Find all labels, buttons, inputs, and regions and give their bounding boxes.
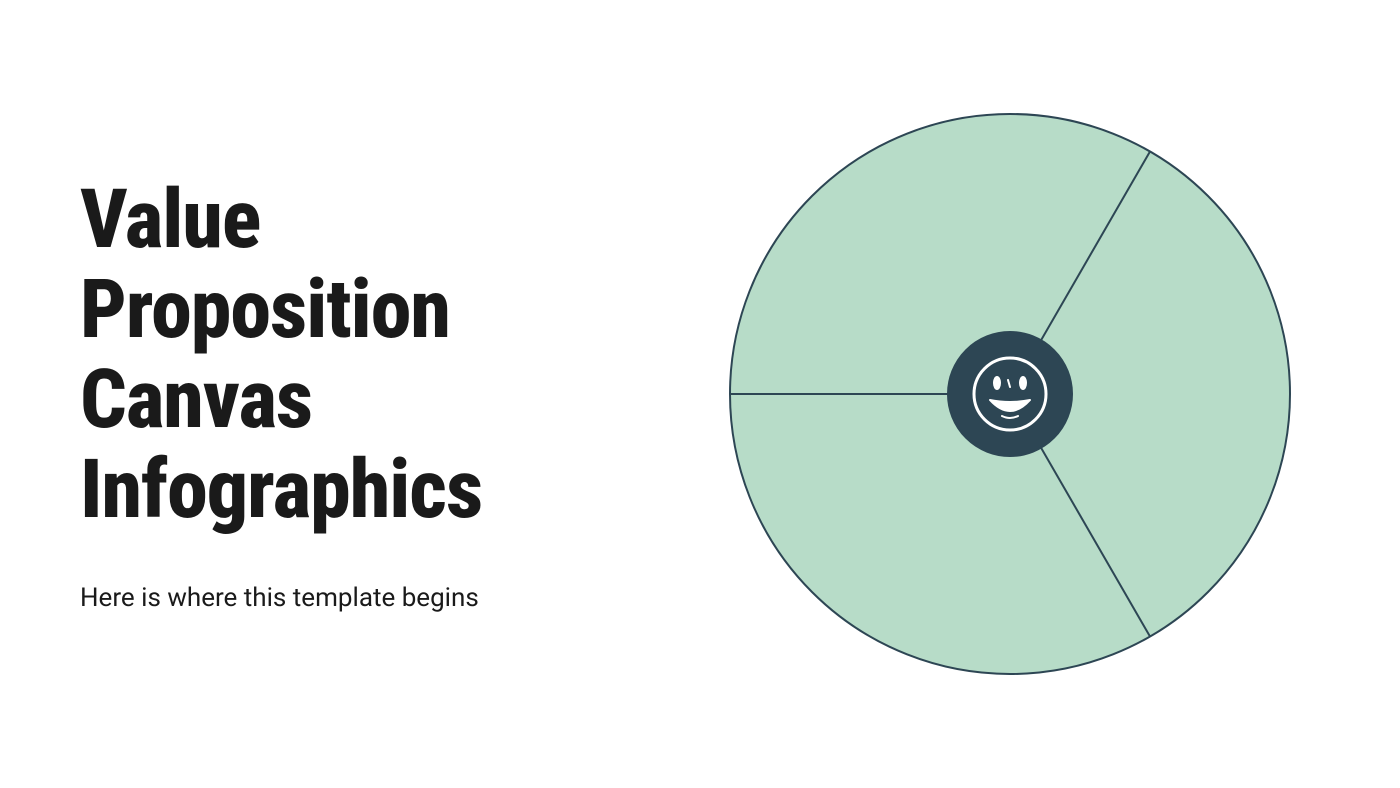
pie-svg (720, 104, 1300, 684)
slide-container: ValuePropositionCanvasInfographics Here … (0, 0, 1400, 788)
text-section: ValuePropositionCanvasInfographics Here … (80, 175, 700, 614)
smiley-right-eye (1019, 376, 1027, 390)
slide-subtitle: Here is where this template begins (80, 583, 660, 613)
smiley-left-eye (993, 376, 1001, 390)
pie-center-hub (948, 332, 1072, 456)
pie-diagram (720, 104, 1300, 684)
diagram-section (700, 104, 1320, 684)
slide-title: ValuePropositionCanvasInfographics (80, 175, 660, 536)
